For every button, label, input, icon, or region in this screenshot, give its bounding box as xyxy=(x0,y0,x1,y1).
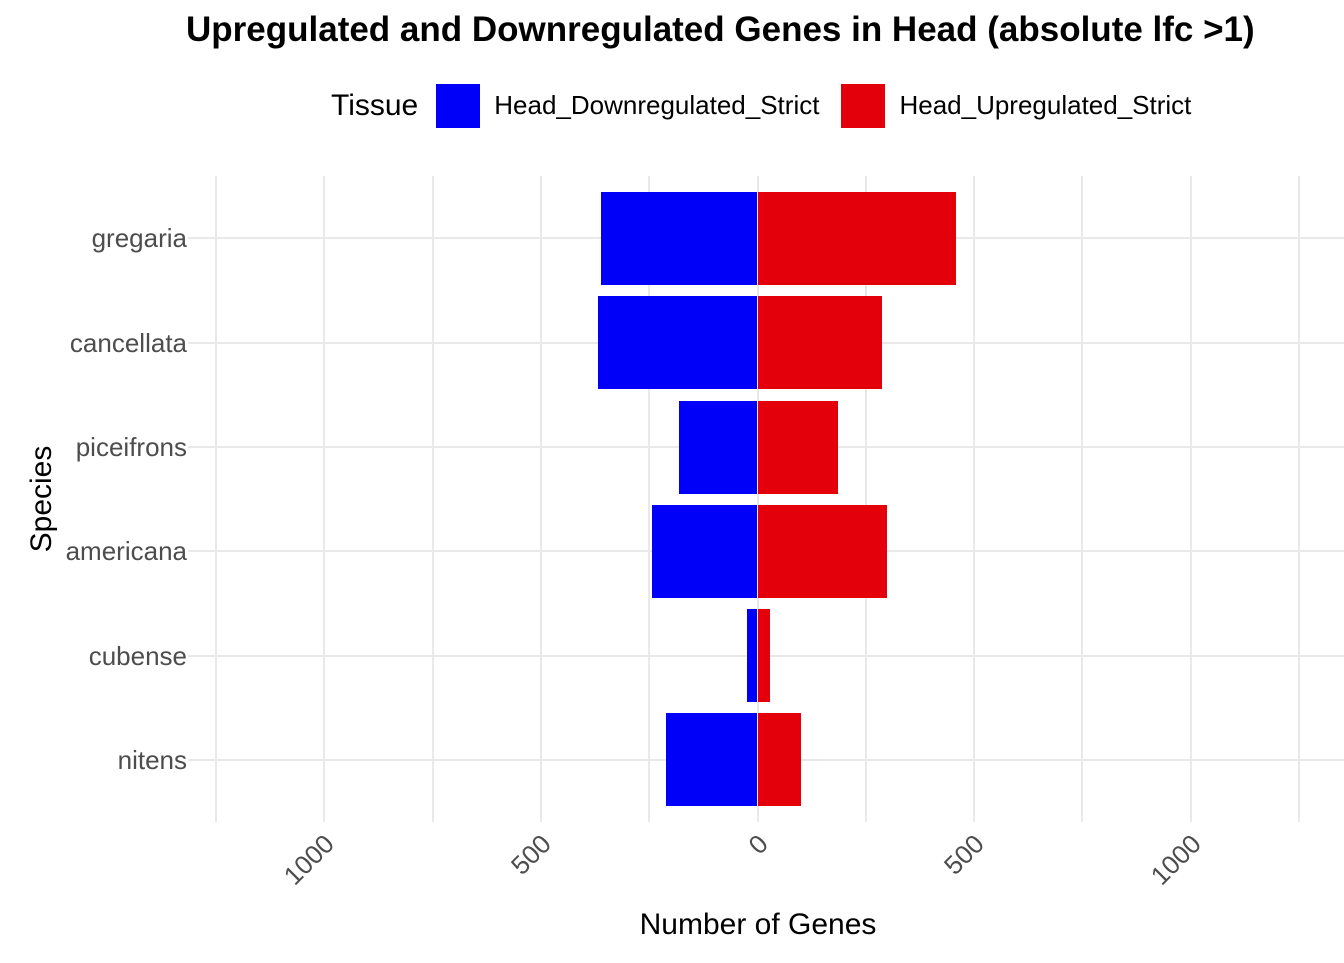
y-axis-label-gregaria: gregaria xyxy=(91,223,187,254)
y-axis-label-cubense: cubense xyxy=(88,640,187,671)
gridline-minor-x xyxy=(648,176,651,822)
y-axis-tick xyxy=(188,654,205,657)
legend-label-downregulated: Head_Downregulated_Strict xyxy=(494,90,820,120)
bar-downregulated-cubense xyxy=(747,609,758,703)
bar-upregulated-americana xyxy=(757,504,887,598)
legend-key-upregulated-swatch xyxy=(841,83,886,128)
bar-downregulated-gregaria xyxy=(600,191,758,285)
x-axis-label-500-3: 500 xyxy=(937,828,990,881)
y-axis-label-piceifrons: piceifrons xyxy=(75,432,187,462)
gridline-major-x xyxy=(323,176,326,822)
gridline-minor-x xyxy=(1298,176,1300,822)
legend-item-downregulated: Head_Downregulated_Strict xyxy=(436,83,820,128)
bar-upregulated-cancellata xyxy=(757,296,883,390)
y-axis-tick xyxy=(188,341,205,344)
bar-upregulated-cubense xyxy=(757,609,770,703)
x-axis-label-1000-0: 1000 xyxy=(277,828,341,891)
bar-upregulated-gregaria xyxy=(757,191,957,285)
y-axis-tick xyxy=(188,550,205,553)
legend-label-upregulated: Head_Upregulated_Strict xyxy=(899,90,1192,120)
gridline-minor-x xyxy=(431,176,434,822)
bar-downregulated-nitens xyxy=(666,713,758,807)
y-axis-tick xyxy=(188,446,205,448)
gridline-major-x xyxy=(973,176,976,822)
x-axis-title: Number of Genes xyxy=(639,908,877,941)
gridline-minor-x xyxy=(864,176,867,822)
gridline-minor-x xyxy=(215,176,217,822)
gridline-major-x xyxy=(1189,176,1192,822)
y-axis-label-americana: americana xyxy=(65,536,187,567)
legend-item-upregulated: Head_Upregulated_Strict xyxy=(841,83,1192,128)
gridline-minor-x xyxy=(1081,176,1084,822)
gridline-major-x xyxy=(539,176,542,822)
bar-upregulated-nitens xyxy=(757,713,801,807)
gridline-major-x xyxy=(756,176,759,822)
chart-title: Upregulated and Downregulated Genes in H… xyxy=(186,10,1255,49)
legend-key-downregulated-swatch xyxy=(436,83,481,128)
bar-upregulated-piceifrons xyxy=(757,400,839,494)
legend: Tissue Head_Downregulated_Strict Head_Up… xyxy=(331,83,1191,128)
y-axis-label-cancellata: cancellata xyxy=(69,327,187,358)
bar-downregulated-piceifrons xyxy=(678,400,758,494)
y-axis-label-nitens: nitens xyxy=(117,744,187,775)
x-axis-label-1000-4: 1000 xyxy=(1144,828,1207,891)
plot-panel xyxy=(205,176,1344,822)
bar-downregulated-cancellata xyxy=(598,296,758,390)
y-axis-tick xyxy=(188,758,205,761)
gridline-major-y xyxy=(205,654,1344,657)
x-axis-label-500-1: 500 xyxy=(504,828,557,881)
legend-title: Tissue xyxy=(331,88,419,122)
bar-downregulated-americana xyxy=(652,504,758,598)
y-axis-tick xyxy=(188,237,205,240)
